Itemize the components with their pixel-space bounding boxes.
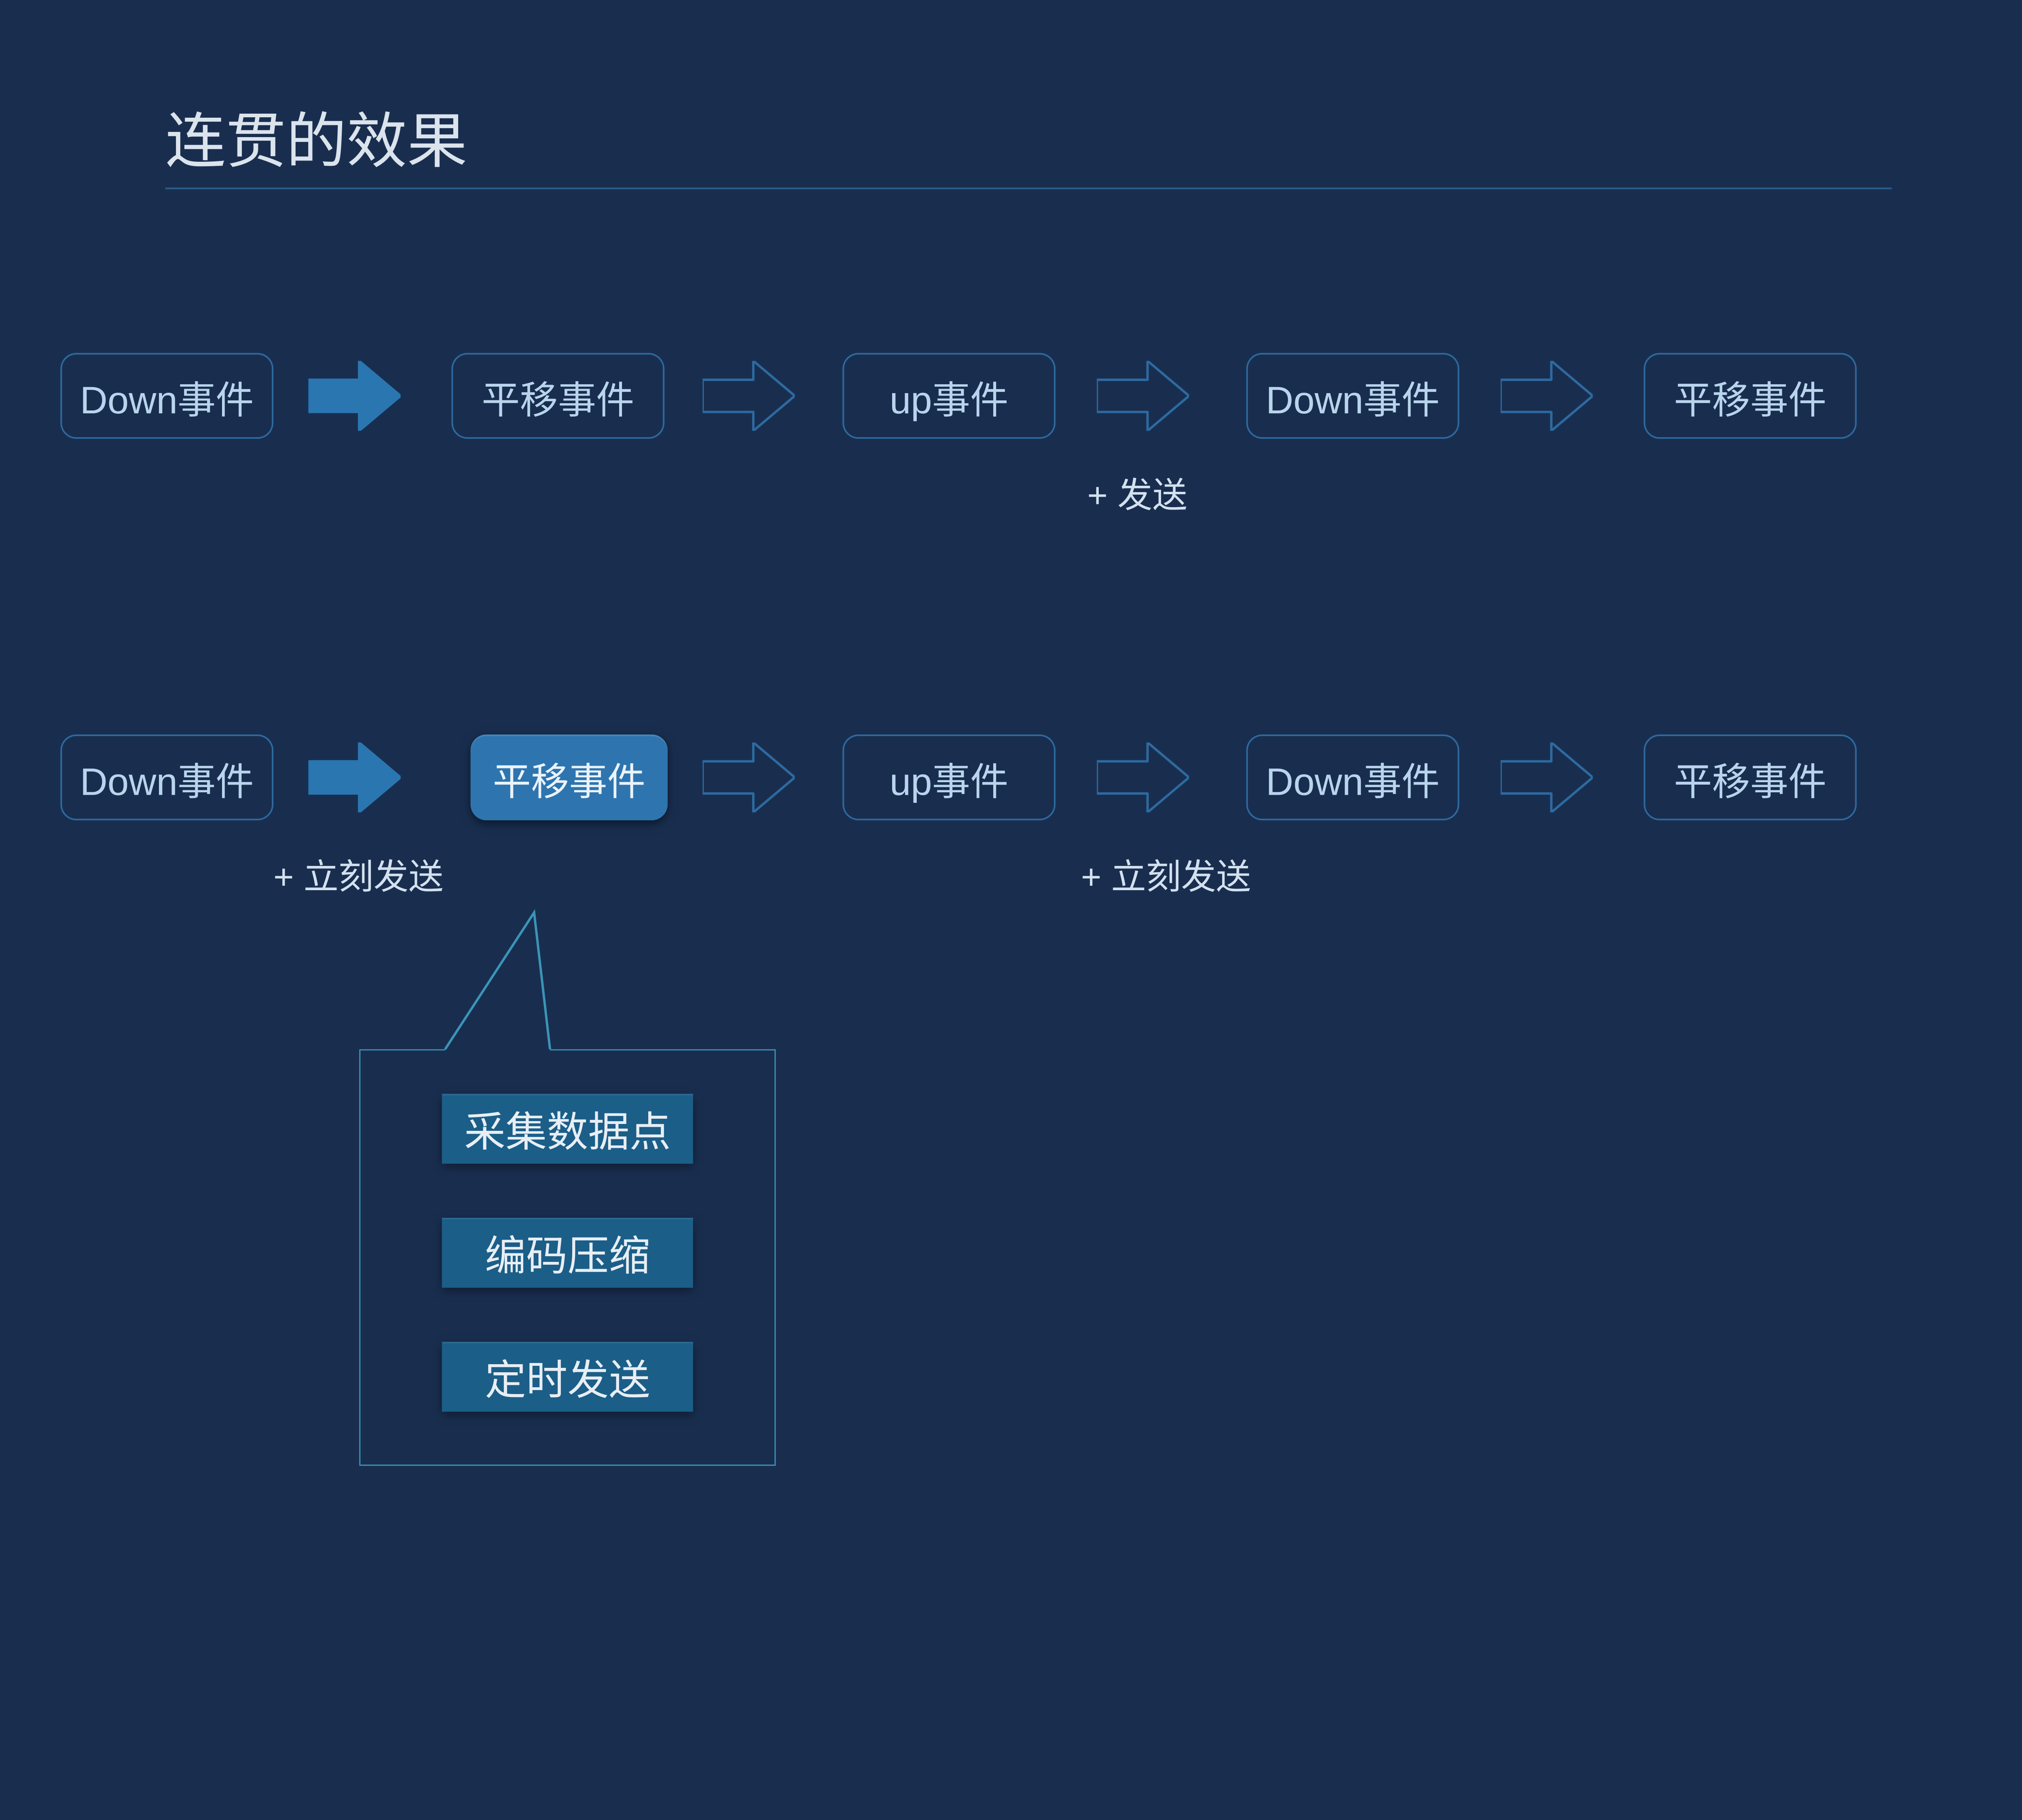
flow-arrow	[309, 361, 401, 431]
slide-title: 连贯的效果	[165, 92, 467, 180]
flow-arrow	[702, 361, 795, 431]
arrow-sublabel: + 立刻发送	[1081, 849, 1251, 900]
title-divider	[165, 188, 1892, 189]
callout-item: 编码压缩	[442, 1218, 693, 1288]
flow-node: up事件	[842, 353, 1055, 439]
flow-node: Down事件	[1246, 353, 1459, 439]
flow-node: Down事件	[60, 734, 273, 820]
diagram-stage: 连贯的效果Down事件平移事件up事件+ 发送Down事件平移事件Down事件+…	[0, 0, 2022, 1517]
flow-arrow	[1097, 361, 1189, 431]
callout-tail	[442, 909, 553, 1052]
flow-node: Down事件	[1246, 734, 1459, 820]
arrow-sublabel: + 立刻发送	[273, 849, 443, 900]
flow-node: Down事件	[60, 353, 273, 439]
callout-item: 采集数据点	[442, 1094, 693, 1164]
flow-arrow	[702, 743, 795, 813]
arrow-sublabel: + 发送	[1087, 468, 1188, 518]
flow-node: 平移事件	[471, 734, 668, 820]
flow-node: 平移事件	[1643, 353, 1857, 439]
flow-node: 平移事件	[451, 353, 664, 439]
flow-node: up事件	[842, 734, 1055, 820]
callout-item: 定时发送	[442, 1342, 693, 1412]
flow-arrow	[1501, 743, 1593, 813]
flow-arrow	[309, 743, 401, 813]
flow-arrow	[1097, 743, 1189, 813]
flow-node: 平移事件	[1643, 734, 1857, 820]
flow-arrow	[1501, 361, 1593, 431]
